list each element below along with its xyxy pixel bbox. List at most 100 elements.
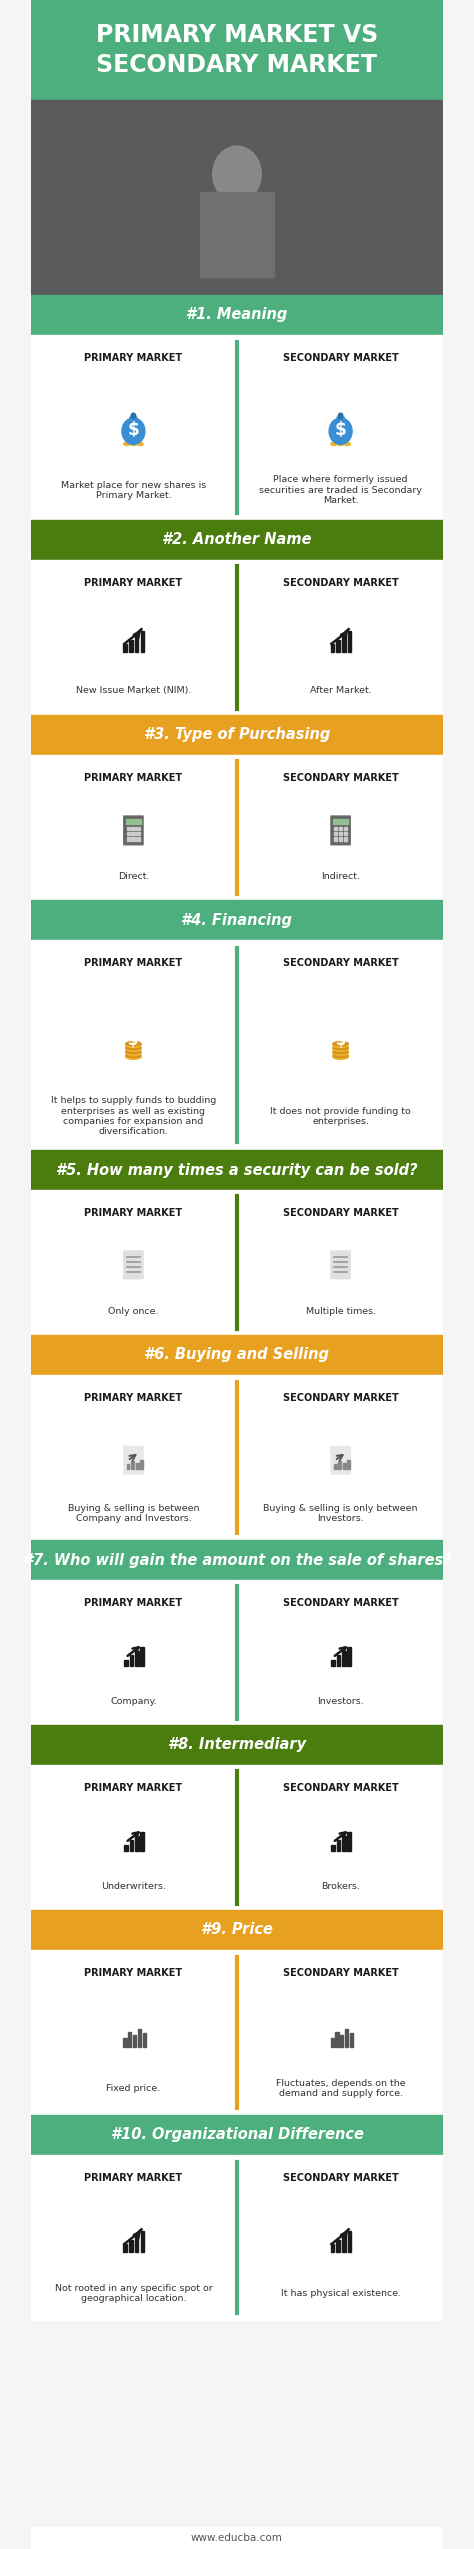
- Circle shape: [329, 418, 352, 444]
- Bar: [135, 1652, 138, 1667]
- Bar: [331, 645, 334, 653]
- Bar: [31, 1190, 443, 1336]
- Text: SECONDARY MARKET: SECONDARY MARKET: [283, 579, 399, 589]
- Bar: [31, 1336, 443, 1374]
- Bar: [133, 2034, 137, 2047]
- Bar: [123, 2039, 127, 2047]
- Point: [234, 879, 240, 910]
- Text: PRIMARY MARKET: PRIMARY MARKET: [84, 958, 182, 969]
- Text: SECONDARY MARKET: SECONDARY MARKET: [283, 772, 399, 783]
- Text: PRIMARY MARKET VS
SECONDARY MARKET: PRIMARY MARKET VS SECONDARY MARKET: [96, 23, 378, 76]
- Point: [234, 693, 240, 724]
- Text: #10. Organizational Difference: #10. Organizational Difference: [110, 2128, 364, 2144]
- Bar: [31, 1150, 443, 1190]
- Text: Place where formerly issued
securities are traded is Secondary
Market.: Place where formerly issued securities a…: [259, 477, 422, 505]
- Bar: [331, 2039, 334, 2047]
- Bar: [131, 831, 135, 836]
- Bar: [31, 900, 443, 941]
- Ellipse shape: [126, 1053, 141, 1058]
- Bar: [123, 2243, 127, 2251]
- Ellipse shape: [333, 1043, 348, 1048]
- Bar: [127, 831, 130, 836]
- Bar: [331, 2243, 334, 2251]
- Circle shape: [131, 413, 136, 418]
- Bar: [141, 630, 144, 653]
- Text: #7. Who will gain the amount on the sale of shares?: #7. Who will gain the amount on the sale…: [23, 1552, 451, 1568]
- Text: Market place for new shares is
Primary Market.: Market place for new shares is Primary M…: [61, 482, 206, 500]
- Ellipse shape: [124, 444, 130, 446]
- Bar: [31, 1950, 443, 2116]
- Bar: [31, 1764, 443, 1909]
- Bar: [137, 826, 140, 831]
- Text: #2. Another Name: #2. Another Name: [162, 533, 312, 548]
- Text: Fluctuates, depends on the
demand and supply force.: Fluctuates, depends on the demand and su…: [276, 2080, 405, 2098]
- Text: SECONDARY MARKET: SECONDARY MARKET: [283, 1782, 399, 1792]
- Ellipse shape: [333, 1050, 348, 1053]
- Point: [234, 1570, 240, 1601]
- Bar: [31, 941, 443, 1150]
- Ellipse shape: [344, 444, 350, 446]
- Bar: [31, 0, 443, 99]
- Point: [234, 1756, 240, 1787]
- Text: SECONDARY MARKET: SECONDARY MARKET: [283, 1208, 399, 1218]
- Bar: [338, 831, 342, 836]
- Bar: [31, 1580, 443, 1726]
- Text: Only once.: Only once.: [108, 1308, 159, 1315]
- Text: PRIMARY MARKET: PRIMARY MARKET: [84, 352, 182, 362]
- Bar: [331, 1659, 335, 1667]
- Text: #6. Buying and Selling: #6. Buying and Selling: [145, 1348, 329, 1364]
- Bar: [337, 1654, 340, 1667]
- Bar: [342, 2235, 346, 2251]
- Bar: [124, 1845, 128, 1851]
- Point: [234, 2093, 240, 2123]
- FancyBboxPatch shape: [124, 1445, 143, 1473]
- Bar: [136, 1463, 138, 1468]
- Bar: [131, 836, 135, 841]
- Ellipse shape: [130, 444, 137, 446]
- Ellipse shape: [333, 1053, 348, 1058]
- Bar: [201, 191, 273, 278]
- Bar: [331, 1845, 335, 1851]
- Ellipse shape: [333, 1045, 348, 1050]
- Text: Underwriters.: Underwriters.: [101, 1881, 166, 1891]
- Bar: [31, 716, 443, 755]
- Point: [234, 551, 240, 581]
- Point: [234, 1313, 240, 1343]
- Text: PRIMARY MARKET: PRIMARY MARKET: [84, 579, 182, 589]
- Bar: [344, 836, 347, 841]
- FancyBboxPatch shape: [331, 1252, 350, 1280]
- Bar: [123, 645, 127, 653]
- Text: Investors.: Investors.: [317, 1698, 364, 1705]
- Point: [234, 1889, 240, 1919]
- Text: Not rooted in any specific spot or
geographical location.: Not rooted in any specific spot or geogr…: [55, 2284, 212, 2304]
- FancyBboxPatch shape: [124, 1252, 143, 1280]
- Bar: [126, 818, 141, 823]
- Text: #3. Type of Purchasing: #3. Type of Purchasing: [144, 726, 330, 742]
- Text: PRIMARY MARKET: PRIMARY MARKET: [84, 1598, 182, 1608]
- Bar: [124, 1659, 128, 1667]
- Bar: [131, 1461, 134, 1468]
- Bar: [129, 640, 133, 653]
- Bar: [347, 1647, 351, 1667]
- Bar: [342, 1835, 346, 1851]
- FancyBboxPatch shape: [337, 418, 344, 423]
- Text: PRIMARY MARKET: PRIMARY MARKET: [84, 1968, 182, 1978]
- Bar: [334, 826, 337, 831]
- Point: [234, 744, 240, 775]
- Bar: [348, 630, 351, 653]
- Bar: [135, 635, 138, 653]
- Text: #9. Price: #9. Price: [201, 1922, 273, 1937]
- Text: SECONDARY MARKET: SECONDARY MARKET: [283, 2172, 399, 2182]
- Text: $: $: [336, 1032, 346, 1048]
- Bar: [31, 755, 443, 900]
- FancyBboxPatch shape: [124, 816, 143, 844]
- Bar: [344, 826, 347, 831]
- Text: #1. Meaning: #1. Meaning: [186, 308, 288, 324]
- Ellipse shape: [333, 1043, 348, 1045]
- Bar: [338, 1461, 341, 1468]
- Bar: [338, 836, 342, 841]
- Text: It has physical existence.: It has physical existence.: [281, 2289, 401, 2299]
- Ellipse shape: [333, 1050, 348, 1055]
- Point: [234, 1127, 240, 1157]
- Point: [234, 1942, 240, 1973]
